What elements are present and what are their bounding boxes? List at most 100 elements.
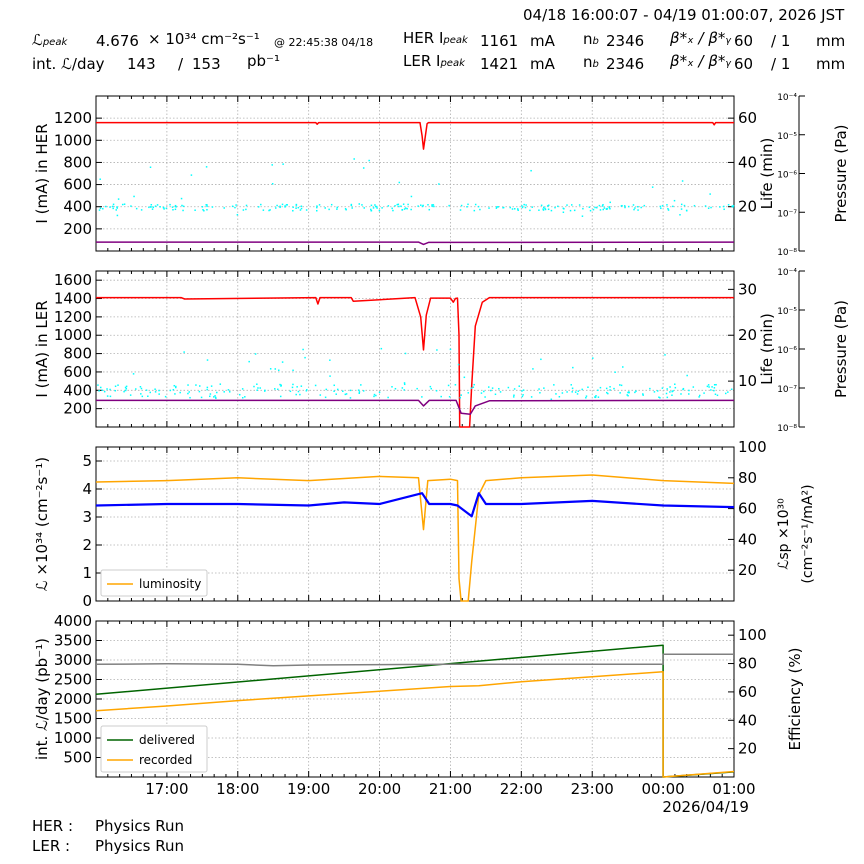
lifetime-point (585, 397, 587, 399)
lifetime-point (430, 387, 433, 390)
lifetime-point (276, 204, 278, 207)
y-tick-label: 1200 (54, 308, 92, 326)
lifetime-point (281, 361, 284, 363)
lifetime-point (269, 209, 271, 211)
lifetime-point (546, 205, 549, 207)
lifetime-point (671, 394, 673, 396)
lifetime-point (187, 384, 189, 386)
lifetime-point (392, 209, 394, 212)
lifetime-point (680, 208, 683, 210)
lifetime-point (479, 208, 481, 211)
lifetime-point (710, 206, 712, 209)
x-tick-label: 22:00 (500, 780, 543, 798)
lifetime-point (635, 390, 637, 392)
lifetime-point (598, 204, 601, 207)
legend: luminosity (100, 569, 208, 597)
lifetime-point (350, 203, 353, 206)
lifetime-point (516, 208, 519, 210)
lifetime-point (159, 206, 161, 208)
y2-tick-label: 60 (738, 500, 757, 518)
lifetime-point (175, 385, 177, 388)
lifetime-point (594, 396, 596, 398)
lifetime-point (299, 393, 301, 396)
ler-betax: 60 (734, 55, 754, 73)
ler-ipeak-label: LER Ipeak (403, 53, 465, 72)
lifetime-point (474, 203, 477, 206)
lifetime-point (199, 385, 201, 387)
lifetime-point (569, 209, 572, 212)
ler-ipeak-unit: mA (530, 55, 555, 73)
y-tick-label: 1 (82, 564, 92, 582)
lifetime-point (524, 206, 527, 209)
lifetime-point (205, 204, 207, 206)
lifetime-point (578, 204, 581, 206)
lifetime-point (228, 391, 231, 393)
lifetime-point (125, 385, 128, 388)
lifetime-point (494, 393, 497, 396)
panel-4: delivered recorded (95, 620, 735, 778)
lifetime-point (602, 208, 605, 211)
lifetime-point (375, 205, 378, 208)
lifetime-point (421, 205, 424, 208)
lifetime-point (105, 205, 107, 208)
her-status: Physics Run (95, 817, 185, 835)
lifetime-point (125, 387, 128, 390)
her-i-sub: peak (443, 35, 468, 46)
lifetime-point (98, 390, 100, 392)
lifetime-point (599, 209, 602, 211)
lifetime-point (133, 195, 135, 198)
lifetime-point (284, 205, 286, 207)
y2-tick-label: 20 (738, 740, 757, 758)
lifetime-point (140, 387, 143, 390)
y2-axis-label: Efficiency (%) (786, 648, 804, 751)
lifetime-point (116, 207, 118, 209)
y-tick-label: 2 (82, 536, 92, 554)
intl-slash: / (178, 55, 184, 73)
lifetime-point (262, 209, 265, 211)
lifetime-point (542, 208, 544, 210)
lifetime-point (447, 384, 450, 387)
lifetime-point (182, 205, 185, 208)
lifetime-point (397, 203, 400, 206)
lifetime-point (457, 363, 460, 366)
lifetime-point (626, 394, 628, 396)
lifetime-point (259, 387, 261, 389)
lifetime-point (396, 203, 399, 206)
her-i-label: HER I (403, 29, 444, 47)
lifetime-point (235, 204, 237, 206)
lifetime-point (400, 205, 402, 207)
lifetime-point (606, 391, 608, 394)
lifetime-point (358, 203, 361, 205)
lifetime-point (601, 205, 604, 207)
y-axis-label: ℒ ×10³⁴ (cm⁻²s⁻¹) (33, 457, 51, 591)
ler-beta-label: β*ₓ / β*ᵧ (670, 52, 731, 70)
y-tick-label: 800 (63, 153, 92, 171)
lifetime-point (619, 384, 621, 386)
lifetime-point (99, 207, 102, 210)
lifetime-point (589, 209, 592, 212)
lifetime-point (558, 396, 561, 398)
lifetime-point (672, 390, 674, 392)
lifetime-point (628, 391, 630, 393)
lifetime-point (715, 383, 717, 386)
y-tick-label: 3500 (54, 632, 92, 650)
lifetime-point (135, 207, 138, 210)
lifetime-point (403, 382, 406, 384)
lifetime-point (117, 198, 120, 200)
lifetime-point (319, 394, 322, 396)
lifetime-point (277, 369, 280, 372)
lifetime-point (613, 387, 615, 390)
lifetime-point (394, 205, 396, 207)
lifetime-point (599, 386, 602, 389)
lifetime-point (231, 205, 234, 208)
lifetime-point (603, 207, 606, 209)
lifetime-point (543, 387, 545, 389)
lifetime-point (316, 205, 318, 207)
y2-tick-label: 100 (738, 626, 767, 644)
y-tick-label: 5 (82, 452, 92, 470)
lifetime-point (566, 391, 568, 393)
lifetime-point (431, 204, 433, 206)
lifetime-point (109, 395, 112, 398)
y-tick-label: 1000 (54, 326, 92, 344)
lifetime-point (544, 207, 546, 210)
